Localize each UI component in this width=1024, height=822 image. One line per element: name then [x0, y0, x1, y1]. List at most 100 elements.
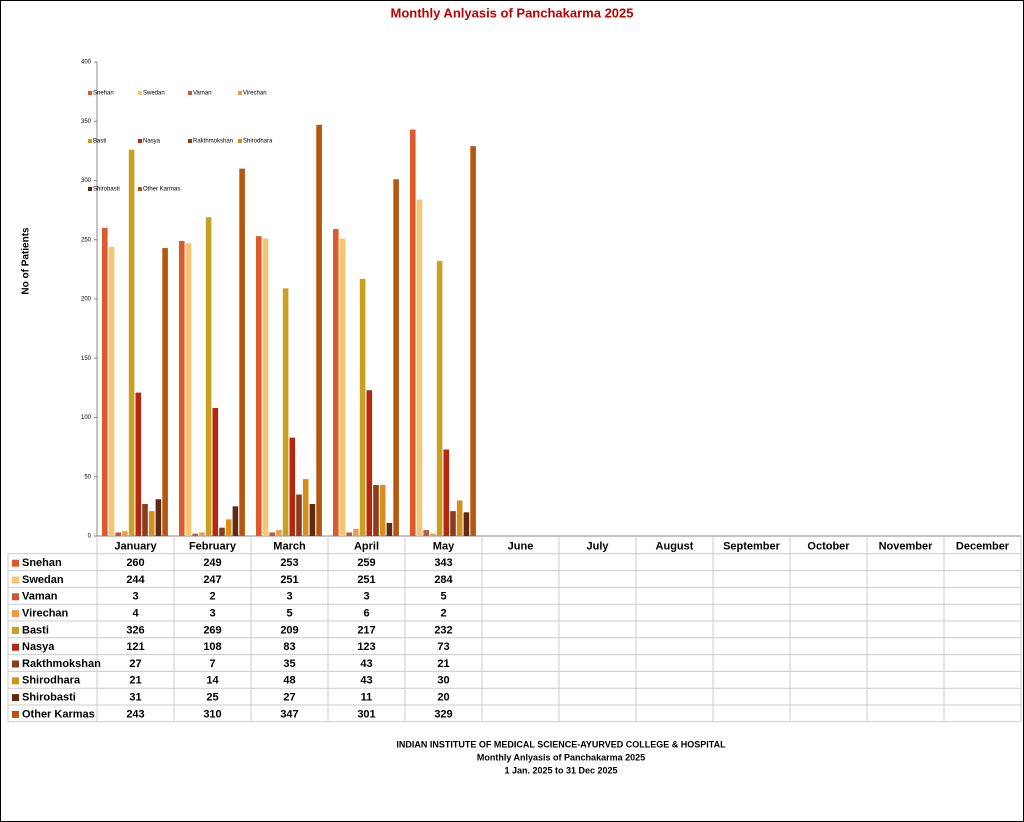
table-cell: 232	[434, 624, 452, 636]
x-tick-label: October	[807, 540, 850, 552]
y-tick-label: 350	[81, 119, 92, 125]
legend-swatch	[188, 91, 192, 95]
legend-label: Shirodhara	[243, 139, 273, 145]
table-row-label: Swedan	[22, 574, 64, 586]
bar	[108, 246, 115, 537]
bar	[333, 229, 339, 536]
x-tick-label: January	[114, 540, 157, 552]
table-cell: 244	[126, 574, 145, 586]
bar	[219, 527, 225, 536]
bar	[128, 149, 135, 536]
bar	[416, 199, 423, 536]
table-row-label: Rakthmokshan	[22, 658, 101, 670]
bar	[436, 261, 443, 536]
y-tick-label: 150	[81, 356, 92, 362]
bar	[423, 530, 429, 536]
legend-swatch	[138, 139, 142, 143]
y-tick-label: 200	[81, 297, 92, 303]
bar	[393, 179, 399, 536]
table-cell: 310	[203, 708, 221, 720]
bar	[463, 512, 470, 536]
x-tick-label: March	[273, 540, 306, 552]
footer-line: Monthly Anlyasis of Panchakarma 2025	[477, 752, 645, 762]
legend-swatch	[188, 139, 192, 143]
table-row-label: Shirodhara	[22, 675, 81, 687]
legend-swatch	[88, 139, 92, 143]
bar	[430, 533, 436, 536]
table-legend-key	[12, 626, 19, 634]
legend-swatch	[88, 187, 92, 191]
table-cell: 253	[280, 557, 298, 569]
bar	[410, 129, 416, 537]
table-cell: 20	[437, 692, 449, 704]
y-tick-label: 400	[81, 60, 92, 66]
table-cell: 343	[434, 557, 452, 569]
x-tick-label: May	[433, 540, 455, 552]
y-tick-label: 300	[81, 178, 92, 184]
legend-swatch	[88, 91, 92, 95]
legend-swatch	[238, 139, 242, 143]
bar	[296, 494, 302, 536]
table-cell: 25	[206, 692, 218, 704]
bar	[346, 532, 352, 536]
table-cell: 21	[129, 675, 141, 687]
legend-label: Swedan	[143, 91, 165, 97]
table-legend-key	[12, 643, 19, 651]
table-cell: 108	[203, 641, 221, 653]
bar	[162, 248, 168, 537]
bar	[316, 124, 322, 537]
table-cell: 260	[126, 557, 144, 569]
table-cell: 5	[440, 591, 446, 603]
legend-label: Shirobasti	[93, 187, 120, 193]
x-tick-label: February	[189, 540, 237, 552]
legend-label: Virechan	[243, 91, 267, 97]
table-cell: 3	[209, 608, 215, 620]
table-cell: 14	[206, 675, 219, 687]
bar	[386, 522, 393, 536]
legend-label: Vaman	[193, 91, 212, 97]
x-tick-label: April	[354, 540, 379, 552]
table-row-label: Shirobasti	[22, 692, 76, 704]
table-cell: 48	[283, 675, 295, 687]
table-cell: 123	[357, 641, 375, 653]
table-cell: 3	[286, 591, 292, 603]
table-cell: 326	[126, 624, 144, 636]
legend-swatch	[138, 187, 142, 191]
table-cell: 259	[357, 557, 375, 569]
bar	[373, 485, 379, 536]
table-cell: 301	[357, 708, 375, 720]
table-cell: 251	[357, 574, 375, 586]
table-row-label: Snehan	[22, 557, 62, 569]
table-cell: 30	[437, 675, 449, 687]
table-cell: 2	[440, 608, 446, 620]
table-legend-key	[12, 710, 19, 718]
table-cell: 217	[357, 624, 375, 636]
bar	[135, 392, 142, 536]
bar	[179, 240, 185, 536]
table-cell: 249	[203, 557, 221, 569]
bar	[185, 243, 192, 536]
legend-label: Nasya	[143, 139, 161, 145]
x-tick-label: August	[656, 540, 694, 552]
footer-line: INDIAN INSTITUTE OF MEDICAL SCIENCE-AYUR…	[396, 739, 726, 749]
table-legend-key	[12, 610, 19, 618]
bar	[379, 485, 386, 536]
x-tick-label: September	[723, 540, 781, 552]
bar	[289, 437, 296, 536]
bar	[450, 511, 456, 536]
bar	[199, 532, 205, 536]
bar	[302, 479, 309, 536]
table-cell: 347	[280, 708, 298, 720]
table-legend-key	[12, 593, 19, 601]
table-cell: 11	[361, 692, 373, 704]
table-cell: 3	[363, 591, 369, 603]
table-row-label: Virechan	[22, 608, 69, 620]
bar	[359, 278, 366, 536]
table-legend-key	[12, 660, 19, 668]
bar	[366, 390, 373, 536]
table-legend-key	[12, 559, 19, 567]
bar	[212, 408, 219, 536]
legend-label: Rakthmokshan	[193, 139, 233, 145]
bar	[443, 449, 450, 536]
